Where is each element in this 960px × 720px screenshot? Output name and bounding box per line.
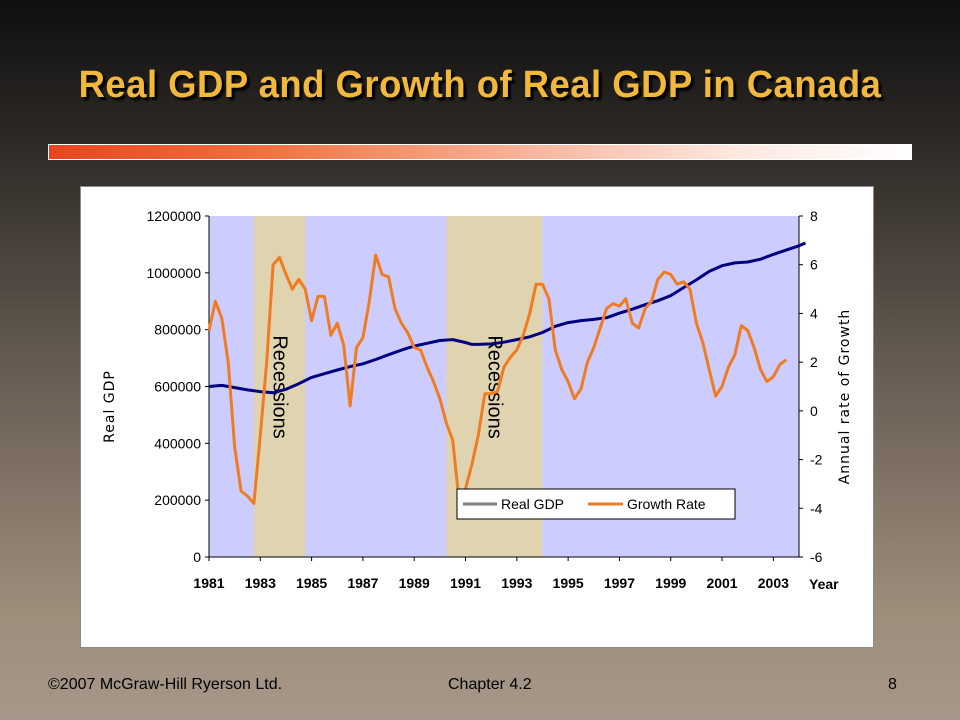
x-tick-label: 1995 [553,575,584,591]
footer-copyright: ©2007 McGraw-Hill Ryerson Ltd. [48,676,283,693]
x-tick-label: 1987 [347,575,378,591]
y2-tick-label: 4 [810,305,818,321]
real-gdp-line [208,241,807,395]
y2-tick-label: 8 [810,208,818,224]
y2-tick-label: 6 [810,257,818,273]
y-tick-label: 800000 [154,322,201,338]
recession-band-1 [253,216,306,557]
y-tick-label: 1200000 [146,208,201,224]
recession-label-2: Recessions [483,335,505,438]
y2-tick-label: -4 [810,500,823,516]
y-tick-label: 0 [193,549,201,565]
x-tick-label: 1993 [501,575,532,591]
y2-axis-title: Annual rate of Growth [837,309,853,485]
slide-title: Real GDP and Growth of Real GDP in Canad… [78,64,882,106]
legend-label-growth-rate: Growth Rate [627,496,706,512]
y-tick-label: 1000000 [146,265,201,281]
x-tick-label: 1985 [296,575,327,591]
y2-tick-label: -6 [810,549,823,565]
recession-label-1: Recessions [269,335,291,438]
y2-tick-label: -2 [810,452,823,468]
x-tick-label: 2003 [758,575,789,591]
y-tick-label: 200000 [154,492,201,508]
x-tick-label: 1981 [193,575,224,591]
y-tick-label: 600000 [154,379,201,395]
x-tick-label: 1991 [450,575,481,591]
y2-tick-label: 2 [810,354,818,370]
x-axis-title: Year [809,576,839,592]
chart-frame: 0 200000 400000 600000 800000 1000000 1200000 -… [80,186,874,648]
growth-rate-line [207,253,788,505]
x-tick-label: 1999 [655,575,686,591]
y-tick-label: 400000 [154,435,201,451]
x-tick-label: 1983 [245,575,276,591]
gdp-chart: 0 200000 400000 600000 800000 1000000 1200000 -… [102,208,853,592]
x-tick-label: 1989 [399,575,430,591]
footer-chapter: Chapter 4.2 [448,676,532,693]
x-tick-label: 2001 [706,575,737,591]
y2-tick-label: 0 [810,403,818,419]
x-tick-label: 1997 [604,575,635,591]
legend-label-real-gdp: Real GDP [501,496,564,512]
title-underline-bar [48,144,912,160]
footer-page-number: 8 [888,676,897,693]
chart-legend [456,488,736,520]
y-axis-title: Real GDP [102,370,118,443]
